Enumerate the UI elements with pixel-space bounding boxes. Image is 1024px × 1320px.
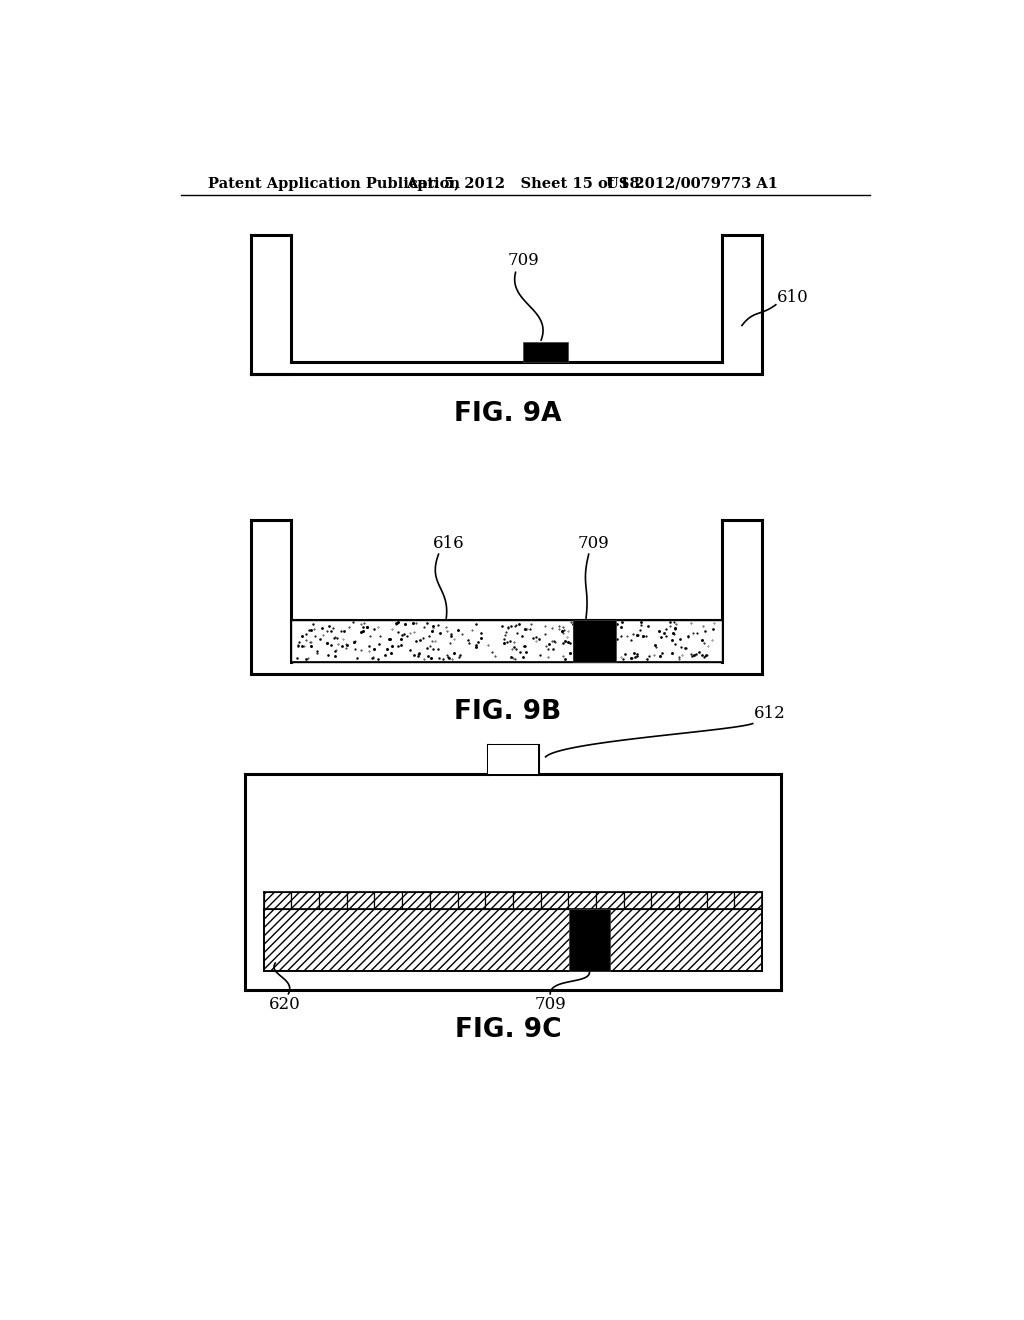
Bar xyxy=(264,909,762,970)
Text: US 2012/0079773 A1: US 2012/0079773 A1 xyxy=(606,177,778,191)
Bar xyxy=(707,892,734,909)
Bar xyxy=(487,744,538,775)
Text: FIG. 9A: FIG. 9A xyxy=(454,401,561,426)
Bar xyxy=(402,892,430,909)
Bar xyxy=(624,892,651,909)
Bar xyxy=(264,892,292,909)
Text: 709: 709 xyxy=(508,252,540,268)
Text: 616: 616 xyxy=(432,535,464,552)
Text: FIG. 9B: FIG. 9B xyxy=(455,700,561,725)
Bar xyxy=(485,892,513,909)
Bar xyxy=(458,892,485,909)
Bar xyxy=(513,892,541,909)
Bar xyxy=(734,892,762,909)
Text: 610: 610 xyxy=(777,289,809,305)
Bar xyxy=(245,775,781,990)
Bar xyxy=(430,892,458,909)
Bar xyxy=(292,892,319,909)
Bar xyxy=(319,892,347,909)
Text: 709: 709 xyxy=(578,535,609,552)
Bar xyxy=(375,892,402,909)
Bar xyxy=(523,342,568,362)
Bar xyxy=(651,892,679,909)
Text: 620: 620 xyxy=(269,997,301,1014)
Text: Apr. 5, 2012   Sheet 15 of 18: Apr. 5, 2012 Sheet 15 of 18 xyxy=(407,177,640,191)
Bar xyxy=(596,892,624,909)
Bar xyxy=(292,619,722,663)
Bar xyxy=(569,909,609,970)
Bar xyxy=(679,892,707,909)
Text: FIG. 9C: FIG. 9C xyxy=(455,1016,561,1043)
Bar xyxy=(347,892,375,909)
Bar xyxy=(573,619,615,663)
Bar xyxy=(573,619,615,663)
Bar xyxy=(568,892,596,909)
Bar xyxy=(541,892,568,909)
Text: 709: 709 xyxy=(535,997,566,1014)
Text: Patent Application Publication: Patent Application Publication xyxy=(208,177,460,191)
Text: 612: 612 xyxy=(755,705,786,722)
